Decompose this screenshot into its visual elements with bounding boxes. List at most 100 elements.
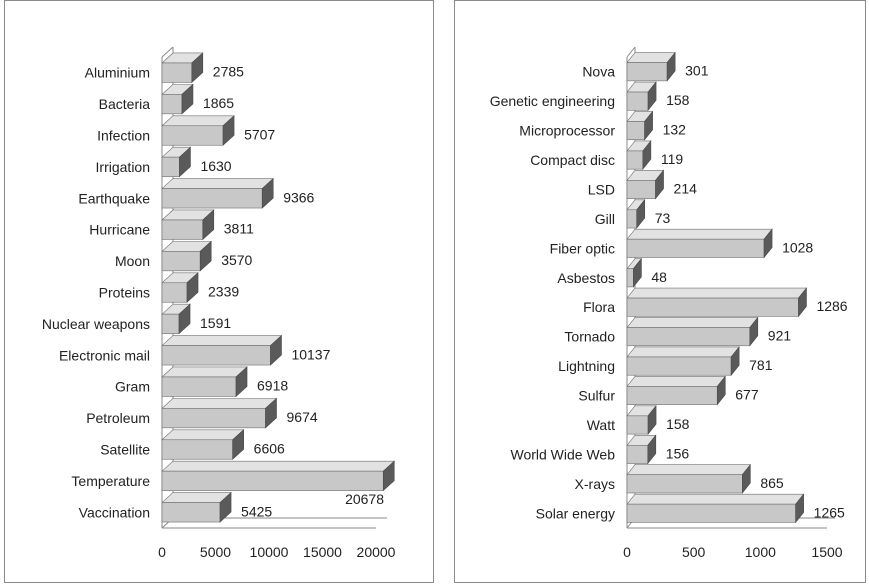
value-label: 119 — [661, 151, 684, 167]
value-label: 677 — [735, 387, 759, 403]
x-tick-label: 0 — [623, 544, 631, 560]
value-label: 158 — [666, 416, 690, 432]
bar-group — [161, 303, 191, 335]
bar-group — [626, 169, 665, 200]
bar-group — [161, 272, 199, 303]
bar — [161, 125, 224, 146]
bar — [161, 408, 266, 429]
bar-group — [626, 375, 726, 406]
bar-top-face — [626, 287, 808, 299]
bar-side-face — [647, 434, 657, 465]
value-label: 301 — [685, 63, 709, 79]
value-label: 1865 — [203, 95, 234, 111]
bar-top-face — [161, 429, 245, 441]
value-label: 2785 — [213, 64, 244, 80]
value-label: 1591 — [200, 315, 231, 331]
bar-group — [161, 334, 283, 366]
bar — [626, 386, 718, 405]
bar-group — [626, 140, 652, 171]
category-label: Gill — [595, 211, 615, 227]
value-label: 9674 — [287, 409, 318, 425]
bar-side-face — [666, 51, 676, 82]
bar — [626, 503, 796, 523]
bar-group — [161, 52, 204, 84]
bar-group — [626, 81, 657, 112]
bar-side-face — [219, 491, 232, 523]
value-label: 1028 — [782, 239, 813, 255]
bar-top-face — [161, 460, 396, 472]
category-label: Microprocessor — [519, 123, 615, 139]
category-label: Irrigation — [96, 159, 150, 175]
category-label: Lightning — [558, 358, 615, 374]
bar — [161, 282, 188, 303]
bar-group — [626, 316, 759, 347]
bar-side-face — [730, 346, 740, 377]
bar-side-face — [642, 140, 652, 171]
bar-side-face — [202, 209, 215, 241]
x-tick-label: 1000 — [745, 544, 776, 560]
bar-top-face — [161, 115, 235, 127]
value-label: 20678 — [345, 491, 384, 507]
bar-group — [626, 228, 773, 259]
bar-group — [626, 346, 740, 377]
category-label: World Wide Web — [510, 446, 615, 462]
bar-side-face — [382, 460, 395, 492]
bar-group — [626, 434, 657, 465]
bar-group — [161, 209, 215, 241]
bar-top-face — [626, 228, 773, 240]
category-label: Genetic engineering — [490, 93, 615, 109]
bar-side-face — [763, 228, 773, 259]
x-tick-label: 15000 — [303, 544, 342, 560]
bar-side-face — [199, 240, 212, 272]
bar-group — [161, 177, 274, 209]
x-tick-label: 0 — [158, 544, 166, 560]
bar-top-face — [626, 317, 759, 328]
value-label: 48 — [651, 269, 667, 285]
top-depth-line — [626, 46, 636, 58]
bar — [626, 415, 649, 435]
bar-group — [626, 287, 808, 318]
bar-side-face — [655, 169, 664, 200]
value-label: 3570 — [221, 252, 252, 268]
bar-group — [161, 146, 192, 178]
bar-group — [161, 366, 248, 398]
bar-group — [626, 493, 805, 524]
bar — [626, 62, 668, 82]
category-label: Temperature — [71, 473, 150, 489]
bar-group — [626, 257, 643, 288]
category-label: Earthquake — [78, 190, 150, 206]
bar — [161, 219, 204, 240]
bar-side-face — [178, 303, 191, 335]
bar — [626, 474, 743, 494]
bar-group — [161, 240, 212, 272]
category-label: Vaccination — [79, 504, 150, 520]
x-tick-label: 10000 — [250, 544, 289, 560]
category-label: Asbestos — [557, 270, 615, 286]
value-label: 1265 — [814, 504, 845, 520]
value-label: 1630 — [200, 158, 231, 174]
category-label: Watt — [587, 417, 615, 433]
bar — [161, 156, 180, 177]
left-chart-panel: Aluminium 2785 Bacteria 1865 Infection 5707 Ir… — [4, 0, 434, 583]
value-label: 781 — [749, 357, 773, 373]
category-label: LSD — [588, 181, 615, 197]
bar-side-face — [270, 334, 282, 366]
category-label: Gram — [115, 379, 150, 395]
bar-top-face — [161, 398, 278, 409]
bar — [626, 268, 634, 288]
bar-side-face — [181, 83, 194, 115]
bar-side-face — [636, 198, 646, 229]
category-label: Flora — [583, 299, 615, 315]
value-label: 214 — [674, 180, 698, 196]
bar — [626, 297, 799, 317]
value-label: 132 — [663, 122, 687, 138]
bar-side-face — [644, 110, 653, 141]
bar-group — [161, 429, 245, 460]
bar-side-face — [749, 316, 759, 347]
bar-group — [626, 463, 751, 494]
bar-top-face — [626, 493, 805, 505]
value-label: 158 — [666, 92, 690, 108]
category-label: Sulfur — [578, 388, 615, 404]
category-label: Bacteria — [99, 96, 151, 112]
value-label: 9366 — [283, 189, 314, 205]
